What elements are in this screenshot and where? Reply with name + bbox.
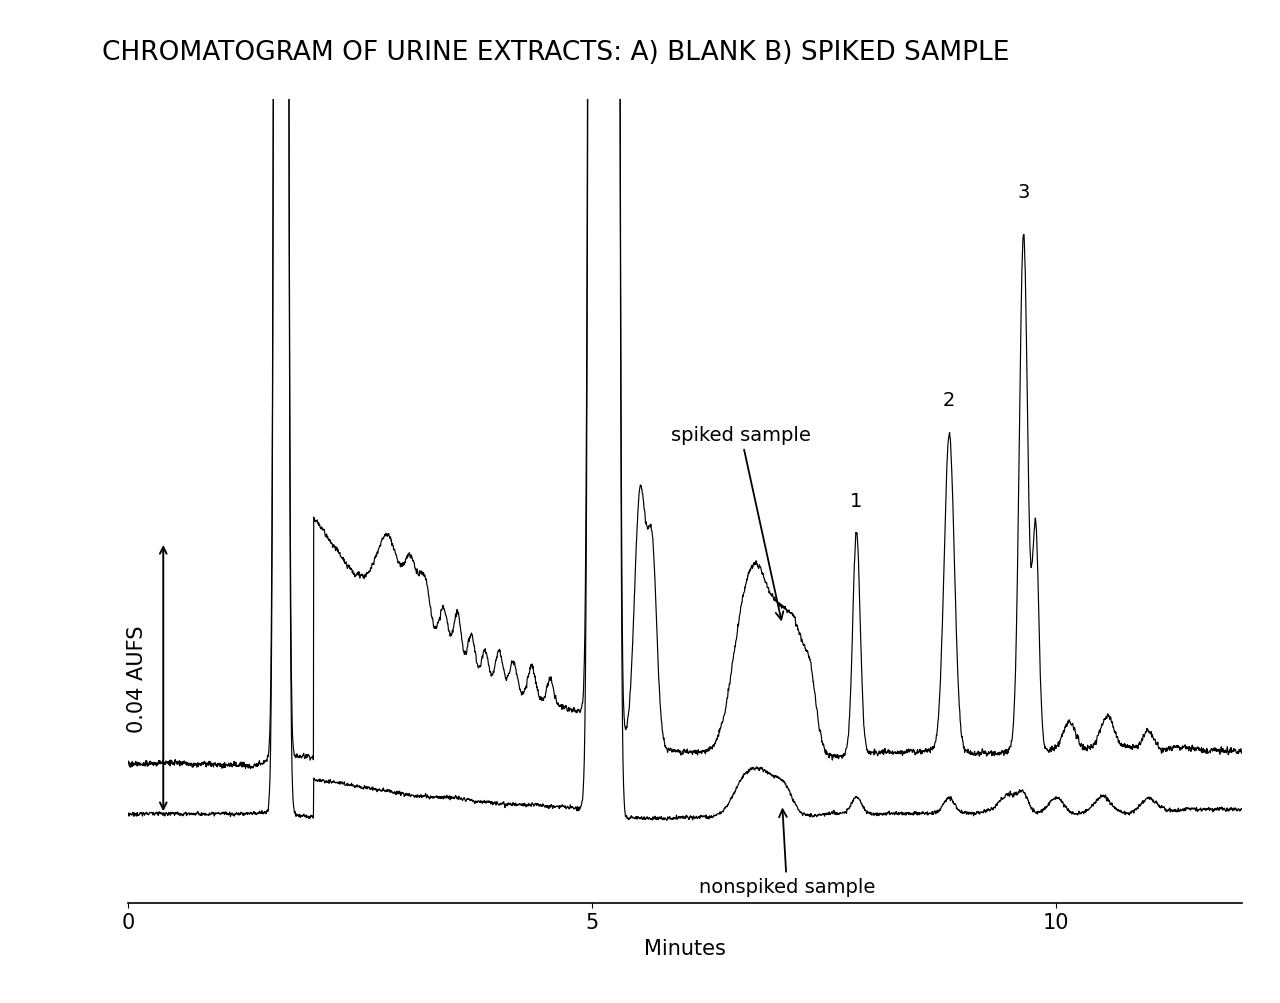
X-axis label: Minutes: Minutes	[644, 938, 726, 958]
Text: CHROMATOGRAM OF URINE EXTRACTS: A) BLANK B) SPIKED SAMPLE: CHROMATOGRAM OF URINE EXTRACTS: A) BLANK…	[102, 40, 1010, 66]
Text: nonspiked sample: nonspiked sample	[699, 809, 876, 897]
Text: spiked sample: spiked sample	[671, 425, 810, 620]
Text: 1: 1	[850, 492, 863, 511]
Text: 3: 3	[1018, 183, 1029, 202]
Text: 2: 2	[943, 391, 955, 410]
Text: 0.04 AUFS: 0.04 AUFS	[127, 625, 147, 732]
